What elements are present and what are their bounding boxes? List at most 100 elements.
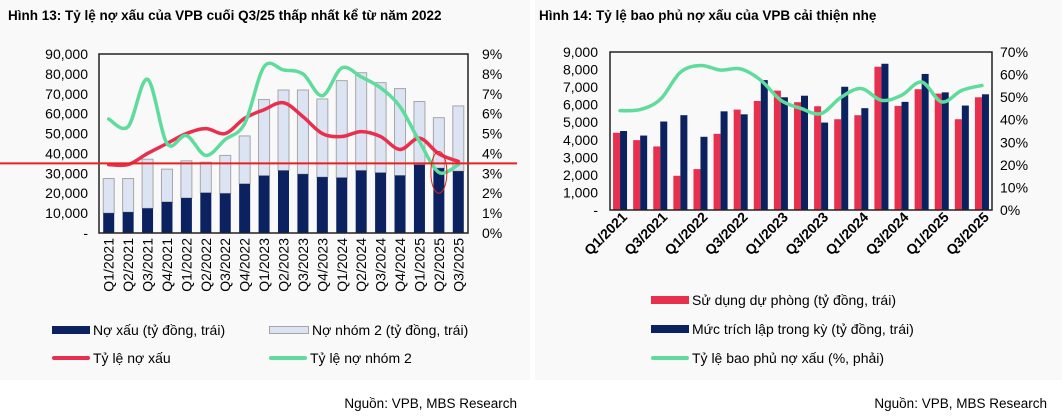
- y-tick-label: 80,000: [45, 66, 88, 82]
- bar-group2: [355, 72, 368, 172]
- y-tick-label: -: [593, 202, 598, 218]
- legend-item-npl: Nợ xấu (tỷ đồng, trái): [52, 322, 225, 338]
- x-tick-label: Q3/2024: [862, 209, 911, 258]
- legend-swatch-navy: [52, 326, 90, 334]
- bar-provision-charge: [680, 115, 688, 210]
- x-tick-label: Q2/2024: [353, 238, 369, 292]
- y2-tick-label: 70%: [1000, 44, 1028, 60]
- bar-group2: [432, 117, 445, 169]
- x-tick-label: Q3/2025: [943, 209, 992, 258]
- x-tick-label: Q2/2025: [431, 238, 447, 292]
- legend-item-group2-ratio: Tỷ lệ nợ nhóm 2: [269, 350, 412, 366]
- bar-npl: [336, 177, 348, 233]
- bar-npl: [239, 183, 251, 233]
- y2-tick-label: 1%: [482, 205, 502, 221]
- bar-group2: [238, 135, 251, 185]
- bar-provision-charge: [640, 135, 648, 210]
- bar-group2: [296, 89, 309, 175]
- x-tick-label: Q3/2021: [621, 209, 670, 258]
- y2-tick-label: 60%: [1000, 67, 1028, 83]
- y2-tick-label: 5%: [482, 126, 502, 142]
- bar-group2: [160, 168, 173, 203]
- bar-provision-used: [693, 169, 701, 210]
- bar-npl: [316, 177, 328, 233]
- bar-npl: [122, 212, 134, 233]
- bar-provision-charge: [881, 63, 889, 210]
- y2-tick-label: 40%: [1000, 112, 1028, 128]
- bar-provision-used: [613, 132, 621, 210]
- bar-provision-used: [653, 146, 661, 210]
- x-tick-label: Q3/2022: [217, 238, 233, 292]
- bar-group2: [180, 160, 193, 199]
- y-tick-label: 7,000: [563, 79, 598, 95]
- bar-provision-used: [894, 105, 902, 210]
- bar-provision-used: [874, 66, 882, 210]
- bar-npl: [278, 170, 289, 233]
- y-tick-label: 6,000: [563, 97, 598, 113]
- left-source: Nguồn: VPB, MBS Research: [344, 396, 517, 411]
- y-tick-label: 8,000: [563, 62, 598, 78]
- bar-provision-charge: [620, 131, 628, 210]
- x-tick-label: Q2/2021: [120, 238, 136, 292]
- x-tick-label: Q1/2022: [661, 209, 710, 258]
- y2-tick-label: 4%: [482, 145, 502, 161]
- bar-provision-charge: [981, 94, 989, 210]
- bar-group2: [199, 161, 212, 194]
- x-tick-label: Q1/2025: [411, 238, 427, 292]
- x-tick-label: Q1/2024: [822, 209, 871, 258]
- bar-provision-charge: [861, 108, 869, 210]
- y-tick-label: 3,000: [563, 149, 598, 165]
- x-tick-label: Q1/2023: [742, 209, 791, 258]
- bar-provision-charge: [780, 97, 788, 210]
- bar-group2: [219, 154, 232, 194]
- y2-tick-label: 7%: [482, 86, 502, 102]
- bar-provision-used: [914, 89, 922, 210]
- bar-provision-used: [934, 93, 942, 210]
- y2-tick-label: 0%: [1000, 202, 1020, 218]
- bar-provision-charge: [760, 80, 768, 210]
- bar-provision-used: [713, 133, 721, 210]
- y-tick-label: 90,000: [45, 46, 88, 62]
- bar-provision-charge: [740, 114, 748, 210]
- bar-provision-used: [733, 109, 741, 210]
- bar-npl: [180, 197, 192, 233]
- y-tick-label: 60,000: [45, 106, 88, 122]
- legend-item-npl-ratio: Tỷ lệ nợ xấu: [52, 350, 171, 366]
- left-chart-title: Hình 13: Tỷ lệ nợ xấu của VPB cuối Q3/25…: [8, 8, 442, 23]
- y-tick-label: 2,000: [563, 167, 598, 183]
- legend-item-provision-used: Sử dụng dự phòng (tỷ đồng, trái): [651, 292, 896, 308]
- legend-label: Tỷ lệ nợ xấu: [93, 350, 171, 366]
- x-tick-label: Q3/2021: [140, 238, 156, 292]
- bar-group2: [122, 178, 135, 213]
- y-tick-label: -: [83, 225, 88, 241]
- y-tick-label: 40,000: [45, 145, 88, 161]
- bar-npl: [452, 171, 464, 233]
- bar-group2: [102, 178, 115, 214]
- x-tick-label: Q1/2023: [256, 238, 272, 292]
- right-chart-title: Hình 14: Tỷ lệ bao phủ nợ xấu của VPB cả…: [539, 8, 877, 23]
- x-tick-label: Q3/2023: [295, 238, 311, 292]
- legend-swatch-navy: [651, 325, 689, 333]
- x-tick-label: Q1/2025: [903, 209, 952, 258]
- bar-provision-used: [794, 102, 801, 210]
- bar-provision-charge: [720, 111, 728, 210]
- bar-npl: [433, 168, 445, 233]
- y2-tick-label: 3%: [482, 165, 502, 181]
- plot-frame: [609, 51, 993, 211]
- bar-provision-used: [673, 175, 681, 210]
- y-tick-label: 30,000: [45, 165, 88, 181]
- legend-item-coverage: Tỷ lệ bao phủ nợ xấu (%, phải): [651, 350, 884, 366]
- line-coverage-ratio: [618, 63, 984, 116]
- bar-provision-charge: [941, 92, 949, 210]
- y2-tick-label: 30%: [1000, 134, 1028, 150]
- y2-tick-label: 50%: [1000, 89, 1028, 105]
- x-tick-label: Q3/2025: [450, 238, 466, 292]
- bar-provision-charge: [841, 86, 849, 210]
- y2-tick-label: 9%: [482, 46, 502, 62]
- bar-provision-charge: [921, 73, 929, 210]
- legend-label: Nợ xấu (tỷ đồng, trái): [93, 322, 226, 338]
- y-tick-label: 5,000: [563, 114, 598, 130]
- legend-swatch-green-line: [269, 356, 307, 360]
- x-tick-label: Q2/2022: [198, 238, 214, 292]
